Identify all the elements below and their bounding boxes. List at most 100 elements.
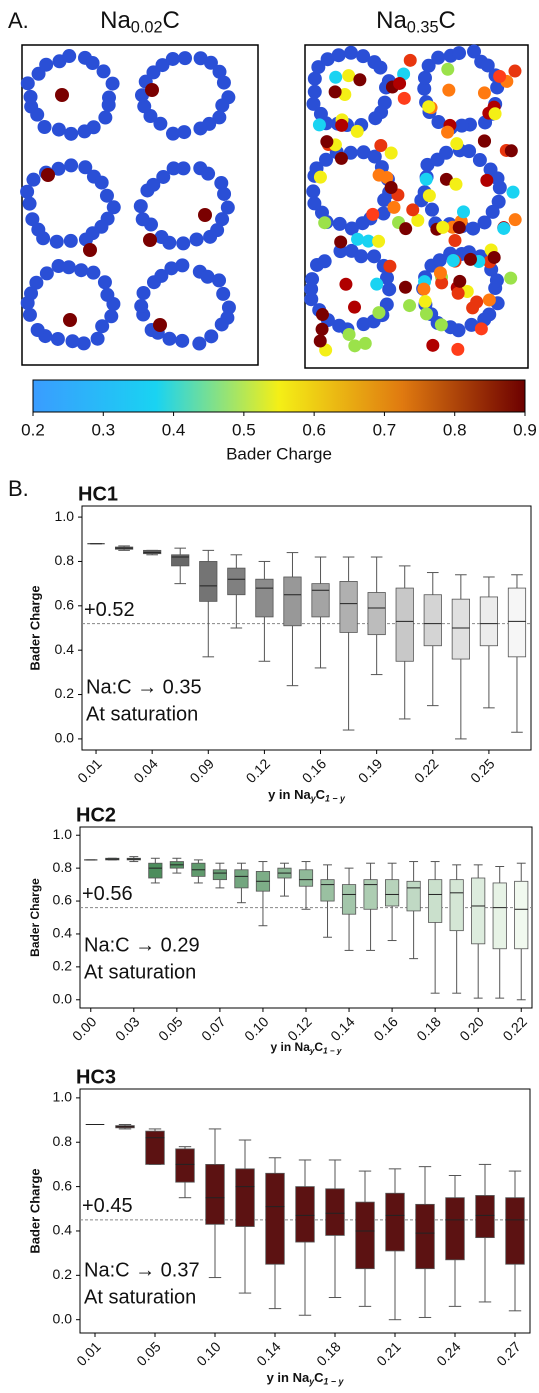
na-atom	[143, 233, 157, 247]
na-atom	[442, 83, 456, 97]
na-atom	[361, 234, 375, 248]
box	[283, 576, 302, 627]
na-atom	[335, 118, 349, 132]
y-tick-label: 0.6	[53, 892, 73, 908]
na-atom	[372, 306, 386, 320]
atom	[175, 258, 190, 273]
na-atom	[353, 73, 367, 87]
atom	[64, 126, 79, 141]
chart-title: HC3	[76, 1066, 116, 1088]
atom	[376, 206, 391, 221]
atom	[331, 48, 346, 63]
na-atom	[418, 295, 432, 309]
atom	[193, 121, 208, 136]
na-atom	[452, 220, 466, 234]
na-atom	[351, 232, 365, 246]
atom	[105, 76, 120, 91]
box	[143, 549, 162, 555]
atom	[203, 55, 218, 70]
x-tick-label: 0.19	[355, 755, 386, 786]
atom	[313, 106, 328, 121]
atom	[417, 81, 432, 96]
na-atom	[411, 213, 425, 227]
y-axis-label: Bader Charge	[27, 1168, 42, 1253]
box	[479, 596, 499, 647]
atom	[30, 323, 45, 338]
atom	[26, 172, 41, 187]
na-atom	[397, 91, 411, 105]
atom	[489, 273, 504, 288]
atom	[355, 216, 370, 231]
na-atom	[55, 88, 69, 102]
box	[199, 561, 218, 602]
atom	[319, 152, 334, 167]
na-atom	[370, 277, 384, 291]
x-tick-label: 0.07	[198, 1013, 229, 1044]
annotation: Na:C → 0.37	[84, 1259, 200, 1281]
na-atom	[482, 293, 496, 307]
box	[395, 587, 414, 662]
label: Na0.02C	[100, 7, 180, 37]
x-tick-label: 0.10	[193, 1338, 224, 1369]
box	[234, 869, 249, 889]
na-atom	[372, 168, 386, 182]
atom	[51, 161, 66, 176]
box	[235, 1168, 255, 1227]
atom	[192, 336, 207, 351]
x-tick-label: 0.01	[73, 1338, 104, 1369]
atom	[314, 205, 329, 220]
atom	[31, 222, 46, 237]
y-tick-label: 0.0	[53, 990, 73, 1006]
atom	[452, 46, 467, 61]
y-tick-label: 1.0	[53, 826, 73, 842]
atom	[155, 58, 170, 73]
atom	[156, 169, 171, 184]
y-tick-label: 0.4	[53, 925, 73, 941]
box	[492, 882, 507, 950]
atom	[472, 153, 487, 168]
na-atom	[329, 70, 343, 84]
atom	[96, 64, 111, 79]
na-atom	[508, 64, 522, 78]
atom	[421, 58, 436, 73]
x-tick-label: 0.00	[69, 1013, 100, 1044]
x-tick-label: 0.21	[373, 1338, 404, 1369]
atom	[39, 57, 54, 72]
atom	[212, 64, 227, 79]
na-atom	[439, 172, 453, 186]
colorbar-tick-label: 0.8	[443, 420, 467, 439]
na-atom	[339, 277, 353, 291]
atom	[175, 333, 190, 348]
na-atom	[145, 83, 159, 97]
atom	[462, 144, 477, 159]
y-tick-label: 0.8	[55, 552, 75, 568]
na-atom	[470, 295, 484, 309]
chart-title: HC1	[78, 483, 118, 505]
na-atom	[453, 274, 467, 288]
box	[311, 583, 330, 618]
atom	[466, 221, 481, 236]
atom	[162, 331, 177, 346]
atom	[49, 234, 64, 249]
na-atom	[441, 62, 455, 76]
plot-frame	[81, 505, 532, 751]
atom	[166, 161, 181, 176]
na-atom	[419, 307, 433, 321]
atom	[37, 119, 52, 134]
na-atom	[398, 280, 412, 294]
atom	[354, 249, 369, 264]
atom	[74, 263, 89, 278]
na-atom	[497, 221, 511, 235]
box	[363, 879, 378, 910]
box	[451, 598, 470, 660]
atom	[307, 71, 322, 86]
box	[255, 578, 274, 618]
box	[265, 1172, 285, 1265]
atom	[454, 118, 469, 133]
box	[385, 879, 400, 907]
atom	[307, 84, 322, 99]
atom	[136, 285, 151, 300]
na-atom	[83, 243, 97, 257]
na-atom	[313, 170, 327, 184]
